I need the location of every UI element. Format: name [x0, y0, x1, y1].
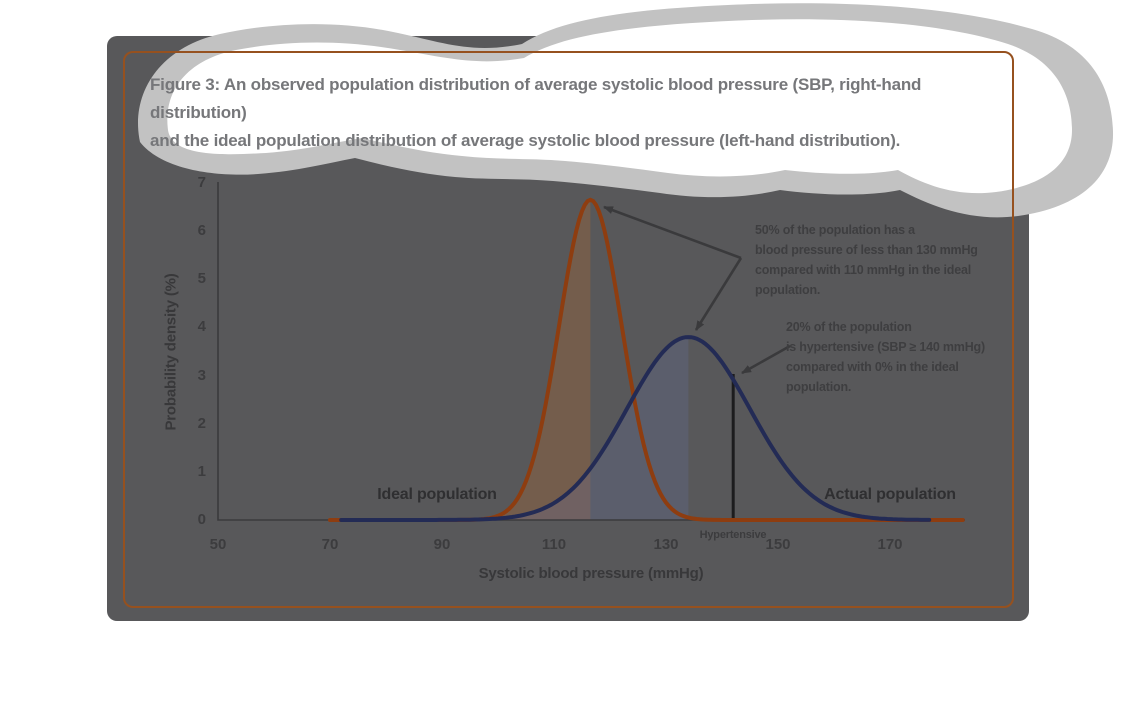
figure-border: [123, 51, 1014, 608]
figure-caption: Figure 3: An observed population distrib…: [150, 71, 1000, 155]
arrow-to-actual-peak: [694, 257, 743, 331]
annotation-line: population.: [755, 283, 821, 297]
arrow-to-threshold-line: [741, 344, 791, 375]
annotation-line: is hypertensive (SBP ≥ 140 mmHg): [786, 340, 985, 354]
annotation-20-percent: 20% of the population is hypertensive (S…: [786, 317, 985, 397]
arrow-to-ideal-peak: [603, 205, 742, 260]
x-tick-label: 150: [765, 536, 791, 553]
figure-caption-line-2: and the ideal population distribution of…: [150, 131, 901, 150]
highlight-blob-inner: [167, 19, 1072, 194]
x-tick-label: 130: [653, 536, 679, 553]
y-tick-label: 5: [197, 270, 206, 288]
figure-caption-line-1: Figure 3: An observed population distrib…: [150, 75, 922, 122]
actual-population-curve-label: Actual population: [824, 486, 956, 503]
annotation-line: 20% of the population: [786, 320, 912, 334]
y-tick-label: 6: [197, 222, 206, 240]
actual-population-curve: [339, 335, 932, 522]
x-axis-title: Systolic blood pressure (mmHg): [478, 565, 704, 582]
y-tick-label: 1: [197, 462, 206, 480]
x-tick-label: 50: [209, 536, 227, 553]
y-tick-label: 4: [197, 318, 206, 336]
ideal-shaded-area: [453, 199, 591, 521]
x-tick-label: 70: [321, 536, 339, 553]
annotation-line: compared with 110 mmHg in the ideal: [755, 263, 971, 277]
x-tick-label: 170: [877, 536, 903, 553]
annotation-line: compared with 0% in the ideal: [786, 360, 959, 374]
y-tick-label: 0: [197, 511, 206, 528]
y-tick-label: 2: [197, 414, 206, 432]
y-tick-label: 3: [197, 366, 206, 384]
y-tick-label: 7: [197, 173, 206, 191]
annotation-line: 50% of the population has a: [755, 223, 915, 237]
x-tick-label: 110: [541, 536, 567, 553]
ideal-population-curve-label: Ideal population: [377, 486, 497, 503]
actual-shaded-area: [481, 337, 689, 520]
annotation-line: blood pressure of less than 130 mmHg: [755, 243, 978, 257]
annotation-50-percent: 50% of the population has a blood pressu…: [755, 220, 978, 300]
y-axis-title: Probability density (%): [162, 273, 180, 431]
annotation-line: population.: [786, 380, 852, 394]
x-tick-label: 90: [433, 536, 451, 553]
hypertensive-threshold-label: Hypertensive: [699, 529, 767, 541]
